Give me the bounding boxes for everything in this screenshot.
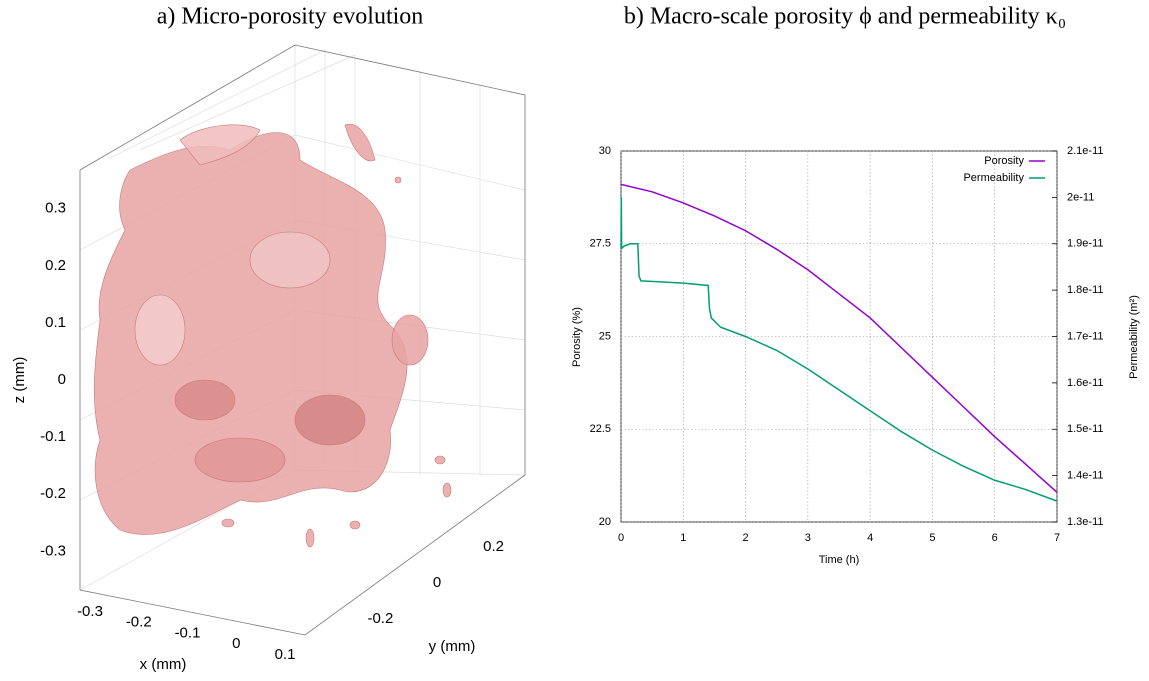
y2-tick-label: 1.5e-11 <box>1067 423 1104 435</box>
x-tick-label: 0 <box>618 532 624 544</box>
x-tick-label: 1 <box>680 532 686 544</box>
y2-tick-label: 1.8e-11 <box>1067 284 1104 296</box>
x-tick-label: 7 <box>1054 532 1060 544</box>
y-tick-label: 22.5 <box>590 423 611 435</box>
panel-a-title: a) Micro-porosity evolution <box>157 4 424 30</box>
y-tick-label: 30 <box>599 145 611 157</box>
y-tick-label: 0.2 <box>483 538 504 555</box>
y-axis-label: Porosity (%) <box>571 307 583 367</box>
y-tick-label: 27.5 <box>590 238 611 250</box>
y2-axis-label: Permeability (m²) <box>1128 295 1140 379</box>
series-line <box>620 183 1058 493</box>
z-tick-label: 0.1 <box>45 314 66 331</box>
x-tick-label: 5 <box>929 532 935 544</box>
isosurface <box>93 123 452 548</box>
y-tick-label: 0 <box>433 574 441 591</box>
y-tick-label: -0.2 <box>367 610 393 627</box>
y2-tick-label: 2.1e-11 <box>1067 145 1104 157</box>
x-tick-label: -0.3 <box>77 603 103 620</box>
z-axis-label: z (mm) <box>11 357 28 404</box>
y2-tick-label: 1.3e-11 <box>1067 516 1104 528</box>
legend-label: Porosity <box>984 155 1024 167</box>
z-tick-label: 0.2 <box>45 257 66 274</box>
y-tick-label: 25 <box>599 330 611 342</box>
z-tick-label: -0.3 <box>40 542 66 559</box>
y-axis-label: y (mm) <box>429 638 476 655</box>
x-tick-label: 0.1 <box>275 646 296 663</box>
y2-tick-label: 1.9e-11 <box>1067 238 1104 250</box>
x-tick-label: 0 <box>232 635 240 652</box>
y2-tick-label: 1.7e-11 <box>1067 330 1104 342</box>
z-tick-label: -0.1 <box>40 428 66 445</box>
y2-tick-label: 1.4e-11 <box>1067 470 1104 482</box>
y2-tick-label: 1.6e-11 <box>1067 377 1104 389</box>
z-tick-label: 0.3 <box>45 200 66 217</box>
x-axis-label: Time (h) <box>819 554 860 566</box>
y2-tick-label: 2e-11 <box>1067 191 1094 203</box>
z-tick-label: 0 <box>58 371 66 388</box>
y-tick-label: 20 <box>599 516 611 528</box>
x-tick-label: 2 <box>743 532 749 544</box>
z-tick-label: -0.2 <box>40 485 66 502</box>
series-line <box>620 197 1058 502</box>
panel-b-title: b) Macro-scale porosity ϕ and permeabili… <box>624 4 1066 30</box>
x-tick-label: 3 <box>805 532 811 544</box>
legend-label: Permeability <box>963 172 1024 184</box>
x-axis-label: x (mm) <box>140 656 187 673</box>
x-tick-label: 4 <box>867 532 873 544</box>
x-tick-label: 6 <box>992 532 998 544</box>
x-tick-label: -0.2 <box>126 614 152 631</box>
x-tick-label: -0.1 <box>175 624 201 641</box>
